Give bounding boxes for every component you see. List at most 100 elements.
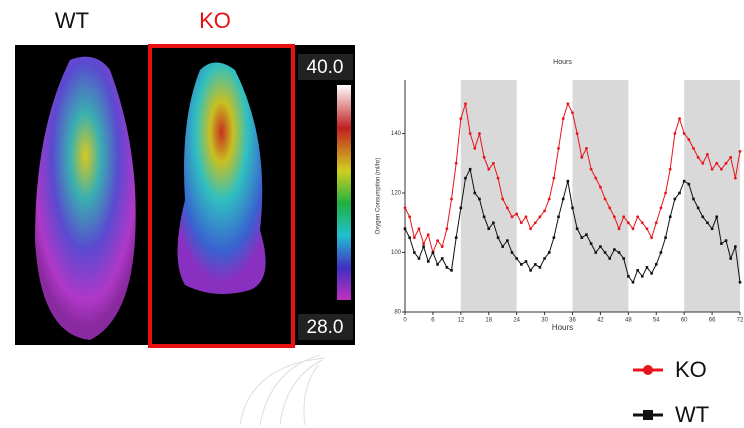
y-tick-label: 120 [391, 191, 402, 197]
point [529, 227, 533, 231]
point [636, 215, 640, 219]
point [440, 245, 444, 248]
y-axis-label: Oxygen Consumption (ml/hr) [376, 158, 382, 235]
x-tick-label: 60 [681, 318, 688, 324]
point [617, 227, 621, 231]
point [515, 212, 519, 216]
scale-box [298, 314, 353, 340]
point [682, 179, 686, 183]
point [733, 176, 737, 180]
wt-label: WT [55, 8, 89, 33]
point [724, 239, 728, 242]
point [645, 266, 649, 269]
point [524, 215, 528, 219]
point [431, 251, 435, 254]
point [422, 242, 426, 245]
point [608, 257, 612, 260]
point [631, 227, 635, 231]
point [673, 197, 677, 201]
point [417, 227, 421, 231]
x-tick-label: 42 [597, 318, 604, 324]
point [426, 233, 430, 237]
point [492, 221, 495, 225]
point [408, 215, 412, 219]
point [706, 152, 709, 156]
point [478, 197, 481, 201]
point [413, 251, 416, 254]
point [445, 227, 449, 231]
point [650, 236, 653, 240]
point [571, 111, 574, 115]
point [627, 275, 630, 278]
scale-min: 28.0 [307, 317, 344, 338]
point [720, 242, 723, 245]
point [403, 206, 407, 210]
point [580, 155, 584, 159]
point [599, 185, 602, 189]
legend-label: WT [675, 402, 709, 427]
point [729, 155, 733, 159]
point [654, 263, 658, 266]
chart-title: Hours [553, 59, 572, 66]
night-shade [684, 80, 740, 312]
wt-mouse [35, 56, 136, 341]
point [706, 221, 709, 225]
point [682, 132, 686, 135]
point [622, 215, 626, 219]
point [561, 197, 565, 201]
point [440, 257, 444, 260]
point [547, 197, 551, 201]
point [696, 206, 700, 210]
point [678, 191, 681, 195]
point [529, 269, 532, 272]
point [482, 155, 486, 159]
point [603, 197, 607, 201]
point [473, 191, 477, 195]
point [710, 167, 714, 171]
point [701, 161, 705, 165]
y-tick-label: 140 [391, 131, 402, 137]
point [464, 102, 467, 106]
point [408, 236, 411, 239]
point [650, 272, 653, 275]
point [696, 155, 700, 159]
point [724, 161, 728, 165]
point [594, 251, 598, 254]
point [673, 132, 677, 135]
point [645, 227, 649, 231]
point [566, 102, 570, 106]
point [557, 147, 560, 150]
y-tick-label: 80 [394, 310, 401, 316]
point [496, 236, 500, 239]
point [613, 248, 616, 251]
point [664, 236, 667, 239]
point [557, 215, 560, 219]
x-tick-label: 48 [625, 318, 632, 324]
point [552, 236, 556, 239]
point [640, 275, 644, 278]
point [715, 215, 719, 219]
point [547, 251, 551, 254]
point [687, 138, 691, 141]
point [520, 263, 523, 266]
point [496, 176, 500, 180]
point [715, 161, 719, 165]
point [436, 239, 439, 243]
x-tick-label: 72 [737, 318, 744, 324]
point [403, 227, 407, 231]
point [468, 167, 472, 171]
point [445, 266, 449, 269]
x-tick-label: 54 [653, 318, 660, 324]
point [594, 176, 598, 180]
point [571, 206, 574, 210]
color-bar [337, 85, 351, 300]
point [687, 182, 691, 186]
point [668, 167, 672, 171]
point [589, 167, 593, 171]
point [659, 206, 663, 210]
point [692, 197, 695, 201]
point [501, 197, 505, 201]
night-shade [572, 80, 629, 312]
point [524, 260, 528, 263]
